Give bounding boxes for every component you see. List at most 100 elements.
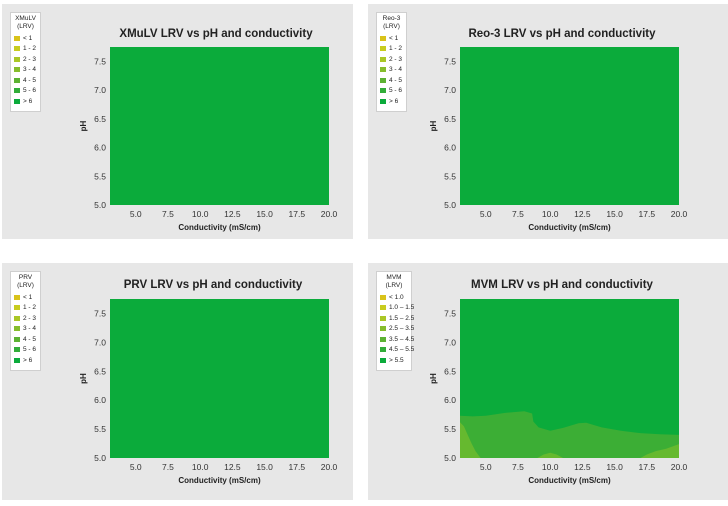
legend-entry: 1 - 2: [14, 304, 36, 312]
plot-mvm: 5.0 7.5 10.0 12.5 15.0 17.5 20.0 5.0 5.5 6.0 6.5 7.…: [429, 299, 688, 485]
y-tick-label: 6.0: [444, 395, 456, 405]
legend-swatch: [14, 326, 20, 331]
legend-label: 1 - 2: [389, 45, 403, 52]
plot-xmulv: 5.0 7.5 10.0 12.5 15.0 17.5 20.0 5.0 5.5 6.0 6.5 7.…: [79, 47, 338, 232]
legend-entry: 3 - 4: [14, 325, 36, 333]
x-tick-label: 7.5: [162, 462, 174, 472]
legend-label: < 1: [23, 293, 33, 301]
heatmap-region-low: [537, 452, 564, 458]
y-tick-label: 6.0: [444, 143, 456, 153]
heatmap-region-high: [110, 47, 329, 205]
y-tick-label: 5.5: [444, 424, 456, 434]
legend-swatch: [14, 67, 20, 72]
legend-label: 5 - 6: [389, 87, 403, 94]
legend-entry: 2 - 3: [14, 314, 36, 322]
legend-label: > 6: [389, 97, 399, 105]
x-tick-label: 5.0: [130, 462, 142, 472]
legend-entry: 3 - 4: [380, 66, 402, 74]
legend-label: < 1: [389, 34, 399, 42]
legend-title-line: (LRV): [17, 23, 34, 30]
legend-entry: > 6: [14, 97, 32, 105]
legend-entry: 2.5 – 3.5: [380, 325, 414, 333]
legend-swatch: [14, 35, 20, 41]
legend-swatch: [14, 347, 20, 352]
y-tick-label: 5.5: [94, 171, 106, 181]
legend-swatch: [380, 88, 386, 93]
y-tick-label: 5.0: [94, 453, 106, 463]
y-tick-label: 7.5: [444, 308, 456, 318]
legend-swatch: [380, 305, 386, 310]
legend-title-line: XMuLV: [15, 15, 36, 22]
x-tick-label: 17.5: [639, 209, 656, 219]
x-tick-label: 5.0: [480, 209, 492, 219]
heatmap-region-mid: [460, 411, 679, 458]
heatmap-region-high: [460, 47, 679, 205]
legend-entry: 3 - 4: [14, 66, 36, 74]
legend-label: 1.0 – 1.5: [389, 304, 415, 311]
chart-panel-mvm: MVM (LRV) < 1.0 1.0 – 1.5 1.5 – 2.5 2.5 – 3.5…: [368, 263, 728, 500]
y-axis-label: pH: [429, 373, 438, 384]
x-tick-label: 10.0: [542, 462, 559, 472]
legend-entry: < 1: [14, 34, 32, 42]
y-tick-label: 6.5: [444, 366, 456, 376]
x-tick-label: 12.5: [574, 209, 591, 219]
plot-prv: 5.0 7.5 10.0 12.5 15.0 17.5 20.0 5.0 5.5 6.0 6.5 7.…: [79, 299, 338, 485]
legend-label: 1 - 2: [23, 45, 37, 52]
legend-label: 1 - 2: [23, 304, 37, 311]
legend-title-line: (LRV): [17, 282, 34, 289]
x-tick-label: 5.0: [480, 462, 492, 472]
legend-label: 4.5 – 5.5: [389, 346, 415, 353]
x-tick-label: 20.0: [671, 209, 688, 219]
legend-reo3: Reo-3 (LRV) < 1 1 - 2 2 - 3 3 - 4 4 - 5 5 - 6 > …: [376, 12, 407, 112]
legend-entry: 4.5 – 5.5: [380, 346, 414, 354]
heatmap-region-low: [640, 444, 679, 458]
legend-entry: 1 - 2: [380, 45, 402, 53]
legend-entry: 2 - 3: [14, 55, 36, 63]
x-tick-label: 10.0: [192, 462, 209, 472]
legend-label: 2 - 3: [23, 314, 37, 322]
y-tick-label: 6.5: [94, 366, 106, 376]
legend-label: < 1: [23, 34, 33, 42]
legend-swatch: [14, 336, 20, 342]
legend-swatch: [380, 46, 386, 51]
y-tick-label: 7.0: [94, 85, 106, 95]
y-tick-label: 7.5: [94, 56, 106, 66]
y-tick-label: 7.0: [444, 85, 456, 95]
legend-title-line: PRV: [18, 274, 33, 281]
x-axis-label: Conductivity (mS/cm): [528, 476, 611, 485]
legend-entry: 4 - 5: [380, 76, 402, 84]
y-tick-label: 5.5: [94, 424, 106, 434]
legend-label: > 6: [23, 356, 33, 364]
legend-swatch: [380, 326, 386, 331]
legend-label: 1.5 – 2.5: [389, 314, 415, 322]
y-tick-label: 5.0: [94, 200, 106, 210]
chart-panel-reo3: Reo-3 (LRV) < 1 1 - 2 2 - 3 3 - 4 4 - 5 5 - 6 > …: [368, 4, 728, 239]
x-tick-label: 5.0: [130, 209, 142, 219]
legend-entry: 5 - 6: [14, 87, 36, 95]
chart-title: XMuLV LRV vs pH and conductivity: [119, 28, 313, 40]
y-axis-label: pH: [429, 120, 438, 131]
x-tick-label: 17.5: [639, 462, 656, 472]
x-axis-label: Conductivity (mS/cm): [528, 223, 611, 232]
y-tick-label: 6.0: [94, 395, 106, 405]
x-tick-label: 15.0: [606, 209, 623, 219]
legend-entry: 2 - 3: [380, 55, 402, 63]
x-tick-label: 7.5: [162, 209, 174, 219]
y-tick-label: 5.0: [444, 453, 456, 463]
legend-title-line: (LRV): [385, 282, 403, 289]
y-tick-label: 7.5: [444, 56, 456, 66]
legend-label: < 1.0: [389, 293, 404, 301]
legend-entry: < 1: [14, 293, 32, 301]
heatmap-region-low: [460, 422, 481, 458]
x-tick-label: 7.5: [512, 209, 524, 219]
x-tick-label: 12.5: [224, 462, 241, 472]
legend-entry: > 6: [380, 97, 398, 105]
legend-label: 2 - 3: [23, 55, 37, 63]
legend-swatch: [380, 357, 386, 363]
legend-swatch: [380, 67, 386, 72]
legend-label: 5 - 6: [23, 346, 37, 353]
y-tick-label: 7.0: [444, 337, 456, 347]
legend-swatch: [380, 98, 386, 104]
legend-entry: 3.5 – 4.5: [380, 335, 414, 343]
legend-swatch: [14, 46, 20, 51]
